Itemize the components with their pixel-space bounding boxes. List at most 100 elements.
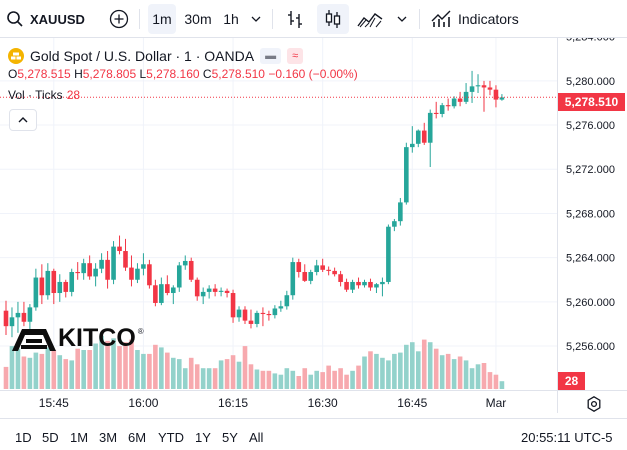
chart-type-dropdown[interactable] xyxy=(392,4,412,34)
volume-bar xyxy=(212,368,218,389)
volume-bar xyxy=(415,351,421,389)
candle-body xyxy=(445,105,451,107)
candle-body xyxy=(141,264,146,269)
volume-label: Vol · Ticks xyxy=(8,88,63,102)
range-all-button[interactable]: All xyxy=(249,430,264,445)
volume-bar xyxy=(242,346,248,389)
candle-body xyxy=(147,264,152,286)
volume-bar xyxy=(9,346,15,389)
range-1m-button[interactable]: 1M xyxy=(70,430,89,445)
candle-body xyxy=(182,260,188,266)
volume-bar xyxy=(218,360,224,389)
range-1y-button[interactable]: 1Y xyxy=(195,430,211,445)
registered-mark: ® xyxy=(137,327,144,336)
eye-toggle-button[interactable]: ▬ xyxy=(260,48,282,64)
volume-bar xyxy=(15,348,21,389)
open-value: 5,278.515 xyxy=(17,67,71,81)
clock: 20:55:11 UTC-5 xyxy=(521,430,613,445)
kitco-logo: KITCO ® xyxy=(12,324,144,353)
market-status-badge[interactable]: ≈ xyxy=(287,48,304,64)
gear-icon[interactable] xyxy=(586,396,602,412)
range-ytd-button[interactable]: YTD xyxy=(158,430,184,445)
candlestick-icon xyxy=(325,10,341,28)
candle-body xyxy=(212,288,218,292)
volume-bar xyxy=(368,351,373,389)
candle-body xyxy=(129,267,134,280)
candle-body xyxy=(81,263,86,274)
price-chart[interactable]: 5,284.000 5,280.000 5,276.000 5,272.000 5,26… xyxy=(0,38,627,413)
candle-body xyxy=(278,306,284,309)
candle-body xyxy=(224,290,230,294)
candle-body xyxy=(439,105,445,114)
candle-body xyxy=(421,130,427,143)
volume-bar xyxy=(362,356,367,389)
toolbar-divider xyxy=(272,9,273,29)
candle-body xyxy=(75,272,80,274)
volume-bar xyxy=(93,343,98,389)
compare-symbol-button[interactable] xyxy=(106,4,132,34)
area-chart-type-button[interactable] xyxy=(355,4,385,34)
collapse-legend-button[interactable] xyxy=(9,109,37,131)
volume-bar xyxy=(475,364,481,389)
range-3m-button[interactable]: 3M xyxy=(99,430,118,445)
volume-bar xyxy=(487,372,493,389)
volume-bar xyxy=(278,374,284,389)
candle-body xyxy=(398,202,403,222)
candles-chart-type-button[interactable] xyxy=(317,4,349,34)
candle-body xyxy=(392,221,397,227)
candle-body xyxy=(242,309,248,321)
indicators-button[interactable]: Indicators xyxy=(430,4,519,34)
volume-bar xyxy=(338,368,343,389)
volume-bar xyxy=(45,347,51,389)
candle-body xyxy=(135,268,140,280)
candle-body xyxy=(332,270,337,275)
candle-body xyxy=(272,308,278,316)
bottom-toolbar: 1D 5D 1M 3M 6M YTD 1Y 5Y All 20:55:11 UT… xyxy=(0,418,627,450)
volume-bar xyxy=(314,370,319,389)
volume-bar xyxy=(296,376,302,389)
interval-1h[interactable]: 1h xyxy=(218,4,244,34)
volume-bar xyxy=(117,346,122,389)
volume-bar xyxy=(457,356,463,389)
candle-body xyxy=(230,293,236,318)
candle-body xyxy=(404,147,409,203)
candle-body xyxy=(105,259,110,280)
time-axis-label: Mar xyxy=(486,396,507,410)
toolbar-divider xyxy=(139,9,140,29)
volume-bar xyxy=(69,360,75,389)
interval-1m[interactable]: 1m xyxy=(148,4,176,34)
volume-bar xyxy=(332,370,337,389)
volume-bar xyxy=(481,363,487,389)
candle-body xyxy=(451,98,457,107)
volume-bar xyxy=(129,339,134,389)
range-1d-button[interactable]: 1D xyxy=(15,430,32,445)
interval-30m[interactable]: 30m xyxy=(181,4,215,34)
bar-chart-type-button[interactable] xyxy=(282,4,308,34)
volume-bar xyxy=(445,353,451,389)
candle-body xyxy=(57,281,63,294)
candle-body xyxy=(374,284,379,288)
volume-bar xyxy=(63,359,69,389)
symbol-search[interactable]: XAUUSD xyxy=(6,4,85,34)
candle-body xyxy=(218,290,224,292)
volume-bar xyxy=(248,364,254,389)
range-6m-button[interactable]: 6M xyxy=(128,430,147,445)
volume-bar xyxy=(326,365,331,389)
price-axis-label: 5,276.000 xyxy=(566,120,615,132)
candle-body xyxy=(33,277,39,308)
time-axis-label: 16:00 xyxy=(128,396,158,410)
volume-bar xyxy=(206,368,212,389)
volume-bar xyxy=(153,344,158,389)
volume-bar xyxy=(230,355,236,389)
interval-dropdown[interactable] xyxy=(246,4,266,34)
volume-bar xyxy=(236,361,242,389)
high-key: H xyxy=(74,67,83,81)
volume-bar xyxy=(392,353,397,389)
search-icon xyxy=(7,11,23,27)
interval-1h-label: 1h xyxy=(223,11,239,27)
candle-body xyxy=(314,265,319,273)
candle-body xyxy=(200,291,206,297)
volume-bar xyxy=(165,352,170,389)
range-5d-button[interactable]: 5D xyxy=(42,430,59,445)
range-5y-button[interactable]: 5Y xyxy=(222,430,238,445)
